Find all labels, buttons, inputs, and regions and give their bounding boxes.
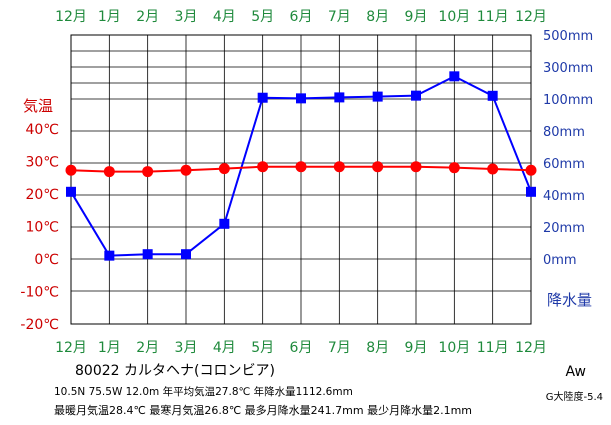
- temperature-tick-label: 40℃: [25, 122, 59, 138]
- temperature-point: [487, 163, 499, 175]
- continentality-index: G大陸度-5.4: [545, 392, 603, 403]
- month-label: 5月: [251, 340, 274, 356]
- month-label: 7月: [328, 340, 351, 356]
- precipitation-point: [372, 91, 383, 102]
- temperature-point: [295, 161, 307, 173]
- precipitation-point: [66, 186, 76, 197]
- month-label: 10月: [438, 9, 470, 25]
- temperature-point: [333, 161, 345, 173]
- precipitation-point: [142, 249, 153, 260]
- temperature-point: [410, 161, 422, 173]
- temperature-tick-label: 30℃: [25, 155, 59, 171]
- month-label: 5月: [251, 9, 274, 25]
- month-label: 6月: [290, 9, 313, 25]
- precipitation-tick-label: 300mm: [543, 61, 593, 76]
- precipitation-tick-label: 500mm: [543, 29, 593, 44]
- month-label: 8月: [366, 9, 389, 25]
- month-label: 11月: [477, 9, 509, 25]
- month-label: 1月: [98, 340, 121, 356]
- temperature-point: [372, 161, 384, 173]
- precipitation-point: [219, 218, 230, 229]
- precipitation-tick-label: 0mm: [543, 253, 577, 268]
- temperature-axis-title: 気温: [23, 97, 53, 115]
- station-coordinates-annual: 10.5N 75.5W 12.0m 年平均気温27.8℃ 年降水量1112.6m…: [54, 386, 353, 398]
- station-name: 80022 カルタヘナ(コロンビア): [75, 363, 275, 379]
- month-label: 3月: [175, 340, 198, 356]
- month-label: 4月: [213, 340, 236, 356]
- temperature-series: [65, 161, 537, 178]
- precipitation-point: [257, 92, 268, 103]
- temperature-tick-label: 20℃: [25, 187, 59, 203]
- temperature-point: [448, 162, 460, 174]
- precipitation-point: [411, 90, 421, 101]
- top-month-labels: 12月 1月 2月 3月 4月 5月 6月 7月 8月 9月 10月 11月 12月: [55, 9, 547, 25]
- temperature-tick-label: 10℃: [25, 220, 59, 236]
- chart-grid: [70, 34, 532, 325]
- precipitation-point: [181, 249, 191, 260]
- month-label: 3月: [175, 9, 198, 25]
- temperature-tick-label: -10℃: [20, 285, 59, 301]
- precipitation-point: [296, 93, 306, 104]
- month-label: 12月: [55, 9, 87, 25]
- month-label: 6月: [290, 340, 313, 356]
- month-label: 12月: [515, 9, 547, 25]
- month-label: 1月: [98, 9, 121, 25]
- climate-class: Aw: [565, 364, 586, 380]
- temperature-point: [218, 163, 230, 175]
- climate-chart: 12月 1月 2月 3月 4月 5月 6月 7月 8月 9月 10月 11月 12月 12月 1月 2月 3月…: [20, 9, 593, 356]
- month-label: 11月: [477, 340, 509, 356]
- month-label: 2月: [136, 9, 159, 25]
- month-label: 4月: [213, 9, 236, 25]
- temperature-point: [103, 166, 115, 178]
- month-label: 7月: [328, 9, 351, 25]
- month-label: 8月: [366, 340, 389, 356]
- temperature-point: [180, 164, 192, 176]
- temperature-point: [257, 161, 269, 173]
- station-extremes: 最暖月気温28.4℃ 最寒月気温26.8℃ 最多月降水量241.7mm 最少月降…: [54, 404, 473, 417]
- precipitation-point: [449, 71, 460, 82]
- month-label: 2月: [136, 340, 159, 356]
- temperature-axis-ticks: 40℃ 30℃ 20℃ 10℃ 0℃ -10℃ -20℃: [20, 122, 59, 333]
- precipitation-axis-ticks: 500mm 300mm 100mm 80mm 60mm 40mm 20mm 0mm: [543, 29, 593, 268]
- month-label: 9月: [405, 340, 428, 356]
- temperature-point: [525, 164, 537, 176]
- precipitation-tick-label: 60mm: [543, 157, 585, 172]
- precipitation-point: [104, 250, 115, 261]
- precipitation-point: [526, 186, 536, 197]
- precipitation-axis-title: 降水量: [547, 291, 592, 309]
- temperature-tick-label: -20℃: [20, 317, 59, 333]
- month-label: 10月: [438, 340, 470, 356]
- precipitation-tick-label: 100mm: [543, 93, 593, 108]
- bottom-month-labels: 12月 1月 2月 3月 4月 5月 6月 7月 8月 9月 10月 11月 12月: [55, 340, 547, 356]
- temperature-point: [142, 166, 154, 178]
- precipitation-series: [66, 71, 536, 261]
- precipitation-tick-label: 40mm: [543, 189, 585, 204]
- precipitation-tick-label: 20mm: [543, 221, 585, 236]
- month-label: 12月: [55, 340, 87, 356]
- temperature-tick-label: 0℃: [34, 252, 59, 268]
- month-label: 9月: [405, 9, 428, 25]
- month-label: 12月: [515, 340, 547, 356]
- precipitation-point: [487, 90, 498, 101]
- precipitation-tick-label: 80mm: [543, 125, 585, 140]
- temperature-point: [65, 164, 77, 176]
- precipitation-point: [334, 92, 345, 103]
